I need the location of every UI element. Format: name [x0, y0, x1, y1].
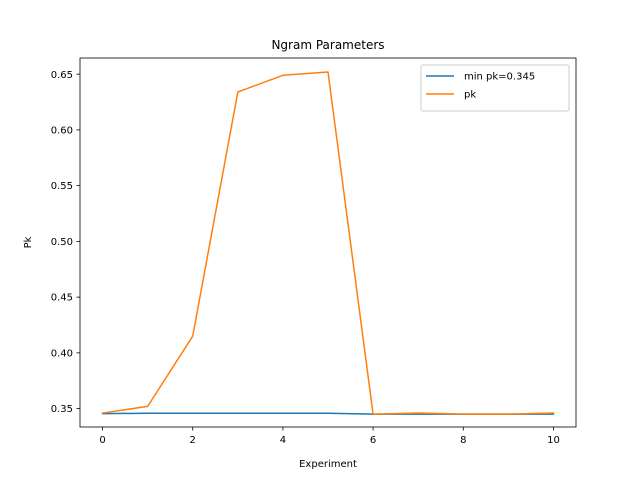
- chart-title: Ngram Parameters: [271, 38, 384, 52]
- y-tick-label: 0.55: [51, 181, 73, 192]
- y-tick-label: 0.45: [51, 293, 73, 304]
- axes-frame: [79, 57, 577, 428]
- legend-label-1: min pk=0.345: [464, 72, 535, 83]
- y-tick-label: 0.40: [51, 348, 73, 359]
- y-tick-label: 0.60: [51, 126, 73, 137]
- legend-box: [420, 64, 570, 112]
- legend-label-2: pk: [464, 90, 476, 101]
- x-tick-label: 6: [370, 435, 376, 446]
- x-tick-label: 10: [547, 435, 560, 446]
- x-tick-label: 2: [190, 435, 196, 446]
- series-line-2: [101, 71, 555, 415]
- y-tick-label: 0.35: [51, 404, 73, 415]
- axis-ticks: 0 2 4 6 8 10 0.35 0.40 0.45 0.50 0.55 0.60 0.65: [51, 70, 560, 446]
- x-tick-label: 0: [99, 435, 105, 446]
- x-axis-label: Experiment: [299, 459, 357, 470]
- x-tick-label: 4: [280, 435, 286, 446]
- y-axis-label: Pk: [23, 236, 34, 248]
- y-tick-label: 0.50: [51, 237, 73, 248]
- plot-area: [101, 71, 555, 415]
- x-tick-label: 8: [460, 435, 466, 446]
- legend: min pk=0.345 pk: [420, 64, 570, 112]
- y-tick-label: 0.65: [51, 70, 73, 81]
